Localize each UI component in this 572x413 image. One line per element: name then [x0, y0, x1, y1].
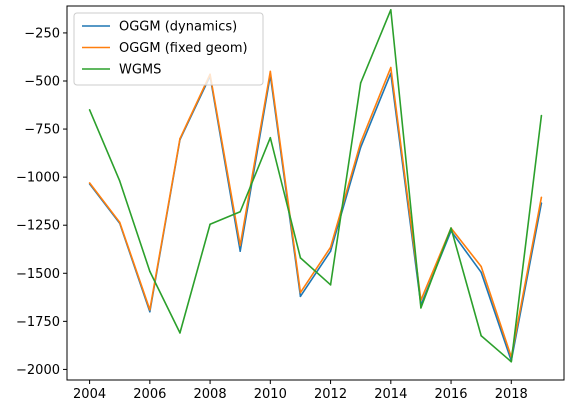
- series-line-0: [88, 72, 543, 362]
- series-lines: [88, 9, 543, 363]
- series-line-1: [88, 66, 543, 358]
- data-point: [420, 307, 422, 309]
- x-tick-label: 2012: [314, 387, 347, 402]
- data-point: [510, 360, 513, 363]
- y-tick-label: −1250: [16, 219, 60, 234]
- data-point: [299, 295, 302, 298]
- data-point: [299, 257, 302, 259]
- x-tick-label: 2016: [434, 387, 467, 402]
- data-point: [118, 180, 121, 182]
- y-tick-label: −2000: [16, 363, 60, 378]
- x-tick-label: 2018: [495, 387, 528, 402]
- data-point: [88, 109, 91, 111]
- data-point: [299, 291, 302, 294]
- data-point: [329, 250, 332, 252]
- x-axis: 2004 2006 2008 2010 2012 2014 2016 2018: [73, 380, 528, 402]
- legend-label: OGGM (fixed geom): [119, 41, 248, 56]
- data-point: [329, 246, 332, 249]
- data-point: [179, 332, 181, 334]
- data-point: [269, 70, 272, 73]
- data-point: [359, 146, 362, 149]
- data-point: [88, 182, 91, 184]
- series-line-2: [88, 9, 543, 363]
- legend: OGGM (dynamics) OGGM (fixed geom) WGMS: [73, 12, 264, 86]
- x-tick-label: 2014: [374, 387, 407, 402]
- x-tick-label: 2004: [73, 387, 106, 402]
- data-point: [390, 9, 392, 11]
- y-tick-label: −1000: [16, 171, 60, 186]
- data-point: [480, 265, 482, 268]
- data-point: [359, 141, 362, 144]
- data-point: [239, 244, 241, 247]
- data-point: [149, 310, 151, 313]
- data-point: [239, 210, 241, 213]
- y-tick-label: −250: [24, 26, 60, 41]
- data-point: [209, 223, 211, 226]
- data-point: [269, 136, 272, 139]
- data-point: [450, 227, 452, 229]
- data-point: [118, 221, 121, 224]
- data-point: [149, 309, 151, 311]
- data-point: [480, 334, 482, 337]
- y-tick-label: −500: [24, 74, 60, 89]
- y-tick-label: −1500: [16, 267, 60, 282]
- data-point: [540, 114, 543, 117]
- y-tick-label: −1750: [16, 315, 60, 330]
- y-tick-label: −750: [24, 123, 60, 138]
- x-tick-label: 2010: [254, 387, 287, 402]
- legend-label: OGGM (dynamics): [119, 20, 237, 35]
- data-point: [540, 196, 543, 199]
- data-point: [179, 137, 181, 140]
- plot-area-frame: [66, 5, 565, 381]
- data-point: [390, 66, 392, 69]
- data-point: [149, 270, 151, 273]
- legend-box: [73, 12, 264, 86]
- legend-label: WGMS: [119, 63, 161, 78]
- data-point: [329, 284, 332, 286]
- data-point: [359, 82, 362, 84]
- y-axis: −2000 −1750 −1500 −1250 −1000 −750 −500 −250: [16, 26, 67, 378]
- x-tick-label: 2008: [194, 387, 227, 402]
- data-point: [480, 271, 482, 274]
- data-point: [239, 250, 241, 252]
- x-tick-label: 2006: [133, 387, 166, 402]
